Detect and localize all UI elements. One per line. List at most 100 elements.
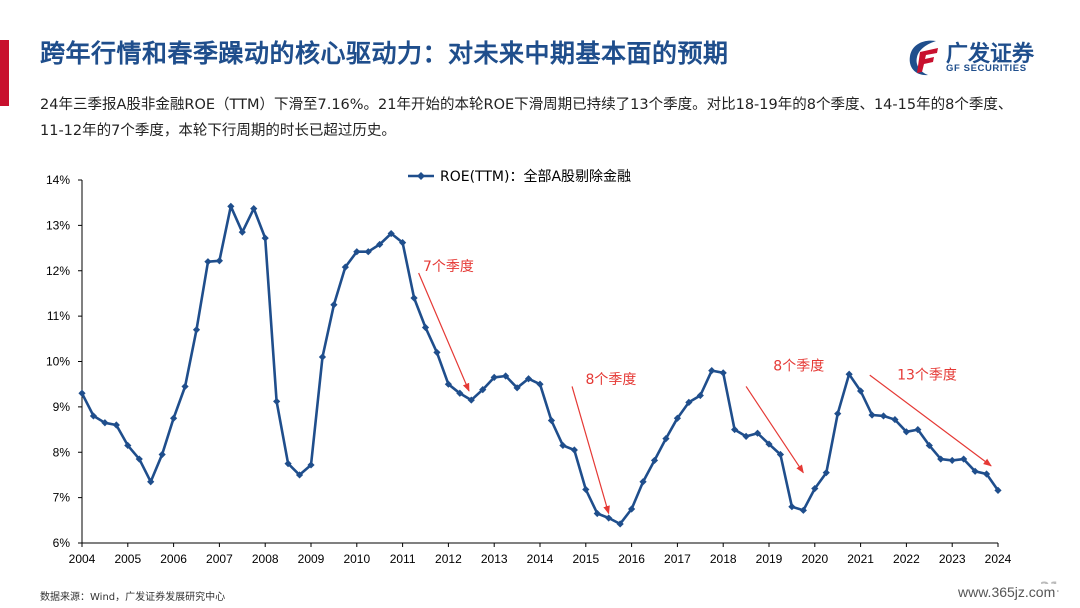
data-point bbox=[822, 469, 830, 477]
x-tick-label: 2011 bbox=[390, 552, 416, 566]
data-point bbox=[673, 414, 681, 422]
chart-legend: ROE(TTM)：全部A股剔除金融 bbox=[408, 168, 631, 185]
accent-bar bbox=[0, 40, 9, 106]
data-point bbox=[479, 386, 487, 394]
data-point bbox=[524, 375, 533, 383]
data-point bbox=[204, 258, 212, 266]
data-point bbox=[891, 415, 899, 424]
data-point bbox=[181, 382, 189, 391]
data-point bbox=[307, 461, 315, 469]
data-point bbox=[250, 204, 258, 213]
x-tick-label: 2006 bbox=[160, 552, 187, 566]
annotation-label: 8个季度 bbox=[586, 372, 637, 388]
data-point bbox=[834, 410, 842, 418]
x-tick-label: 2012 bbox=[435, 552, 462, 566]
annotation-label: 13个季度 bbox=[897, 368, 957, 384]
data-point bbox=[982, 470, 991, 478]
annotation-label: 7个季度 bbox=[423, 259, 474, 275]
data-point bbox=[78, 389, 86, 397]
data-point bbox=[238, 228, 246, 236]
data-point bbox=[753, 429, 762, 437]
data-point bbox=[731, 425, 739, 434]
data-point bbox=[788, 503, 796, 511]
y-tick-label: 7% bbox=[53, 491, 71, 505]
logo-name-en: GF SECURITIES bbox=[946, 63, 1027, 74]
x-tick-label: 2008 bbox=[252, 552, 279, 566]
data-point bbox=[135, 455, 143, 463]
data-point bbox=[811, 484, 819, 493]
data-point bbox=[593, 509, 601, 518]
x-tick-label: 2004 bbox=[69, 552, 96, 566]
data-point bbox=[170, 414, 178, 422]
data-point bbox=[765, 440, 773, 448]
data-point bbox=[330, 301, 338, 309]
x-axis: 2004 2005 2006 2007 2008 2009 2010 2011 2012 2013… bbox=[69, 542, 1012, 566]
x-tick-label: 2016 bbox=[618, 552, 645, 566]
data-point bbox=[502, 372, 510, 380]
data-point bbox=[192, 326, 201, 334]
data-point bbox=[914, 425, 922, 434]
x-tick-label: 2023 bbox=[939, 552, 966, 566]
data-point bbox=[101, 419, 109, 427]
data-point bbox=[662, 435, 670, 443]
x-tick-label: 2005 bbox=[114, 552, 141, 566]
y-tick-label: 6% bbox=[53, 536, 71, 550]
slide-description: 24年三季报A股非金融ROE（TTM）下滑至7.16%。21年开始的本轮ROE下… bbox=[40, 97, 1013, 139]
y-tick-label: 11% bbox=[47, 309, 70, 323]
data-point bbox=[147, 478, 155, 486]
data-point bbox=[376, 240, 384, 249]
data-point bbox=[456, 389, 464, 397]
data-point bbox=[318, 353, 327, 361]
data-point bbox=[124, 441, 132, 450]
data-point bbox=[410, 294, 418, 302]
company-logo: 广发证券 GF SECURITIES bbox=[906, 36, 1066, 80]
data-point bbox=[295, 471, 304, 479]
y-tick-label: 14% bbox=[46, 173, 70, 187]
x-tick-label: 2018 bbox=[710, 552, 737, 566]
y-axis: 6% 7% 8% 9% 10% 11% 12% 13% 14% bbox=[46, 173, 83, 550]
x-tick-label: 2007 bbox=[206, 552, 233, 566]
data-point bbox=[960, 455, 968, 463]
legend-marker bbox=[417, 172, 425, 180]
slide-title: 跨年行情和春季躁动的核心驱动力：对未来中期基本面的预期 bbox=[40, 39, 729, 68]
x-tick-label: 2024 bbox=[985, 552, 1012, 566]
annotation-arrow bbox=[571, 386, 610, 515]
data-point bbox=[273, 397, 281, 406]
data-point bbox=[399, 239, 407, 247]
y-tick-label: 8% bbox=[53, 445, 71, 459]
data-point bbox=[799, 506, 807, 514]
data-point bbox=[421, 323, 430, 332]
data-point bbox=[776, 450, 785, 459]
data-point bbox=[925, 441, 933, 450]
data-point bbox=[513, 384, 521, 392]
data-source: 数据来源：Wind，广发证券发展研究中心 bbox=[40, 592, 226, 603]
roe-line-chart: 6% 7% 8% 9% 10% 11% 12% 13% 14% 2004 2005 2006 2007… bbox=[46, 168, 1012, 566]
y-tick-label: 12% bbox=[46, 264, 70, 278]
gf-logo-icon bbox=[909, 40, 938, 76]
logo-name-cn: 广发证券 bbox=[946, 42, 1035, 67]
data-point bbox=[89, 412, 98, 420]
annotation-arrow bbox=[418, 272, 470, 392]
x-tick-label: 2009 bbox=[298, 552, 325, 566]
data-point bbox=[605, 514, 613, 522]
data-point bbox=[650, 456, 659, 465]
x-tick-label: 2021 bbox=[847, 552, 874, 566]
data-point bbox=[994, 486, 1002, 494]
x-tick-label: 2019 bbox=[756, 552, 783, 566]
data-point bbox=[158, 450, 166, 459]
data-point bbox=[639, 478, 647, 486]
data-point bbox=[616, 520, 624, 528]
x-tick-label: 2017 bbox=[664, 552, 691, 566]
data-point bbox=[112, 421, 120, 429]
data-point bbox=[570, 446, 578, 454]
watermark: www.365jz.com bbox=[956, 584, 1058, 600]
data-point bbox=[536, 380, 544, 388]
data-point bbox=[353, 248, 361, 256]
data-point bbox=[719, 369, 727, 377]
data-point bbox=[948, 456, 956, 465]
y-tick-label: 10% bbox=[46, 355, 70, 369]
data-point bbox=[628, 505, 636, 513]
data-point bbox=[696, 391, 704, 400]
x-tick-label: 2010 bbox=[343, 552, 370, 566]
x-tick-label: 2014 bbox=[527, 552, 554, 566]
